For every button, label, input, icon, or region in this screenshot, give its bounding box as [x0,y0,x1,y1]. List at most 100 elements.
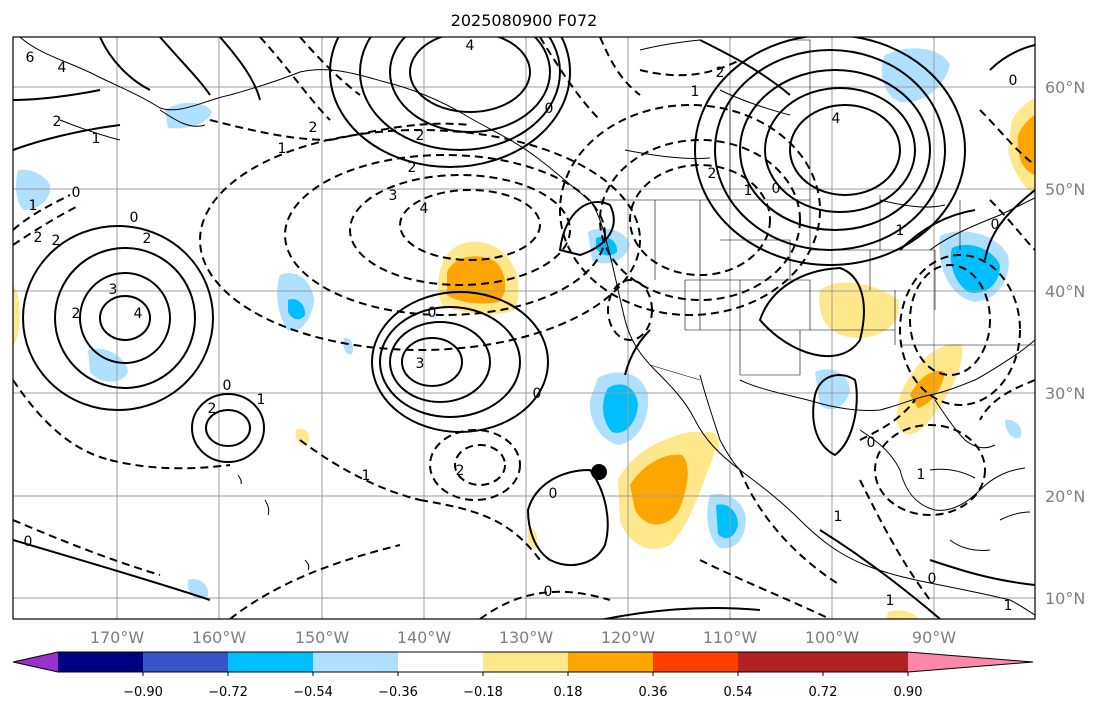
colorbar-tick-label: 0.72 [809,685,838,700]
contour-label: 4 [832,111,841,127]
contour-label: 3 [109,282,118,298]
contour-label: 1 [92,131,101,147]
contour-label: 2 [34,230,43,246]
shade-pos [704,431,720,452]
map-title: 2025080900 F072 [451,11,598,30]
shade-neg [950,244,1000,293]
contour-label: 0 [544,584,553,600]
contour-label: 3 [389,188,398,204]
contour-label: 0 [549,486,558,502]
colorbar-bin [398,652,483,672]
solid-contours [13,37,1035,619]
colorbar-ticks [142,672,909,676]
colorbar-tick-label: −0.36 [378,685,418,700]
colorbar-bin [228,652,313,672]
political-borders [600,39,1035,381]
lon-label: 90°W [912,628,956,647]
contour-label: 2 [72,306,81,322]
lat-label: 60°N [1045,78,1085,97]
colorbar-tick-label: −0.90 [123,685,163,700]
contour-label: 0 [991,217,1000,233]
contour-label: 0 [772,181,781,197]
lon-label: 110°W [703,628,758,647]
shade-neg [16,169,51,210]
contour-label: 4 [466,38,475,54]
lat-label: 30°N [1045,384,1085,403]
dashed-contours [13,37,1035,619]
lat-label: 10°N [1045,589,1085,608]
colorbar-bin [568,652,653,672]
contour-label: 2 [52,233,61,249]
colorbar-tick-label: −0.18 [463,685,503,700]
colorbar-tick-label: 0.18 [554,685,583,700]
contour-label: 2 [143,231,152,247]
colorbar-bin [58,652,143,672]
shade-pos [1017,115,1035,175]
contour-label: 2 [408,160,417,176]
contour-label: 1 [362,468,371,484]
colorbar-bin [823,652,908,672]
colorbar-bin [143,652,228,672]
contour-label: 2 [208,401,217,417]
lon-label: 130°W [499,628,554,647]
shade-pos [447,256,506,304]
lat-label: 40°N [1045,282,1085,301]
colorbar: −0.90 −0.72 −0.54 −0.36 −0.18 0.18 0.36 … [12,651,1034,700]
storm-center-marker [591,464,607,480]
shade-pos [295,428,309,446]
contour-label: 2 [309,120,318,136]
contour-label: 2 [716,65,725,81]
lon-label: 170°W [90,628,145,647]
lon-label: 100°W [805,628,860,647]
colorbar-outline [12,651,1034,673]
lon-label: 160°W [192,628,247,647]
contour-label: 0 [428,305,437,321]
contour-label: 4 [420,201,429,217]
contour-label: 1 [917,467,926,483]
colorbar-bin [738,652,823,672]
shade-neg [716,504,738,539]
contour-label: 3 [416,356,425,372]
contour-label: 0 [545,101,554,117]
contour-label: 4 [134,306,143,322]
colorbar-tick-label: −0.72 [208,685,248,700]
contour-label: 1 [278,141,287,157]
map-frame [12,36,1036,620]
contour-label: 1 [896,223,905,239]
colorbar-bin [483,652,568,672]
lon-label: 150°W [295,628,350,647]
lat-label: 50°N [1045,180,1085,199]
colorbar-bin [653,652,738,672]
latitude-labels: 60°N 50°N 40°N 30°N 20°N 10°N [1045,78,1085,608]
contour-label: 2 [456,463,465,479]
contour-label: 1 [744,183,753,199]
shade-neg [343,337,353,355]
contour-label: 2 [416,128,425,144]
shade-neg [88,348,128,382]
contour-label: 0 [928,571,937,587]
contour-label: 1 [1004,598,1013,614]
shade-pos [13,285,20,345]
contour-label: 1 [691,84,700,100]
contour-label: 0 [533,386,542,402]
contour-label: 2 [53,114,62,130]
contour-label: 4 [58,60,67,76]
shade-neg [881,48,950,103]
shade-pos [630,454,688,525]
shade-pos [819,282,899,338]
contour-label: 1 [886,593,895,609]
lon-label: 140°W [397,628,452,647]
contour-label: 1 [29,198,38,214]
contour-label: 1 [834,509,843,525]
map-area: 0 4 2 2 1 2 1 3 4 0 2 3 2 0 2 4 2 1 0 0 … [13,37,1035,619]
shade-neg [1005,419,1022,439]
longitude-labels: 170°W 160°W 150°W 140°W 130°W 120°W 110°… [90,628,956,647]
shade-pos [886,610,918,619]
contour-label: 0 [223,378,232,394]
shade-neg [603,384,638,433]
contour-label: 1 [257,392,266,408]
contour-label: 0 [1009,73,1018,89]
colorbar-tick-label: −0.54 [293,685,333,700]
shade-pos [910,370,945,408]
